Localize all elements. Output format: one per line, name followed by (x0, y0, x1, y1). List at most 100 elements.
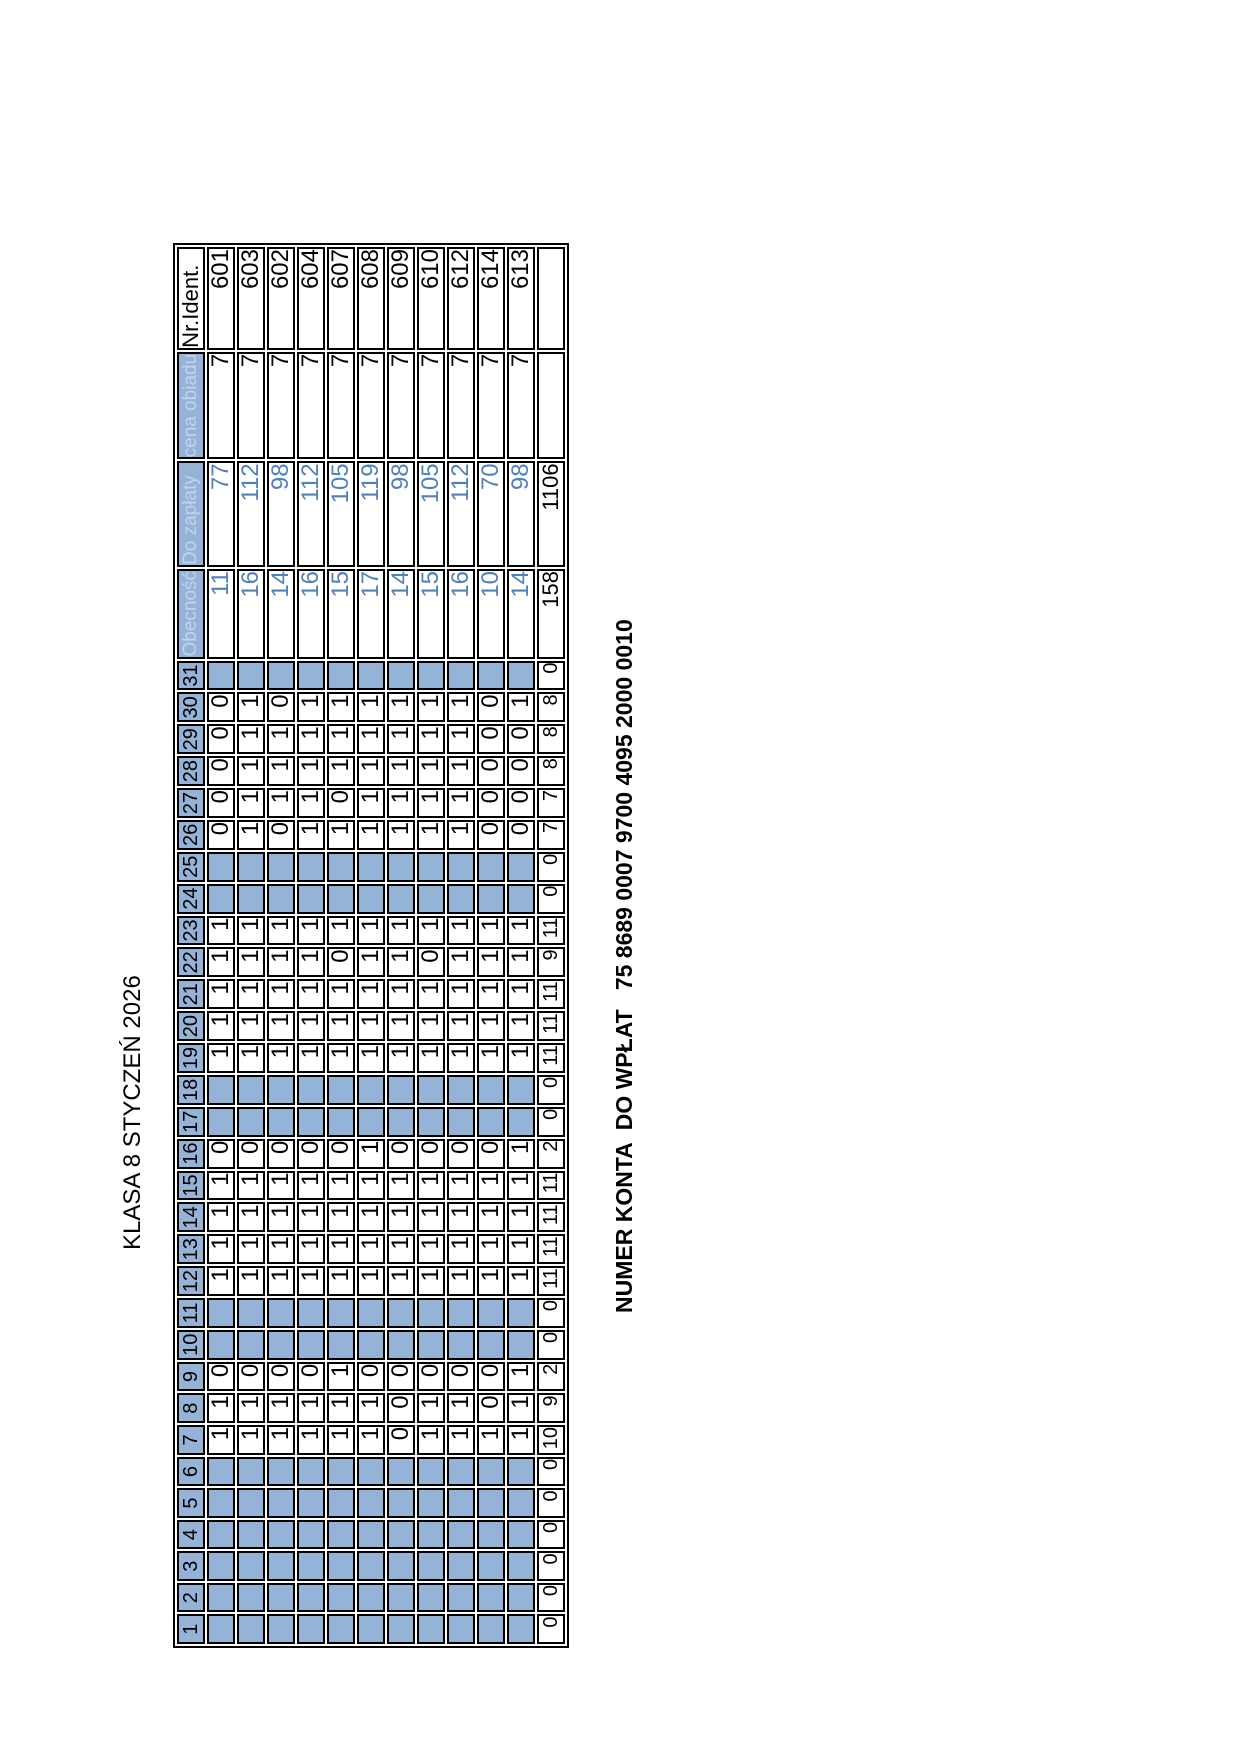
attendance-cell-day19: 1 (267, 1043, 295, 1073)
closed-day-cell (387, 660, 415, 691)
attendance-cell-day7: 1 (327, 1424, 355, 1455)
attendance-cell-day20: 1 (447, 1011, 475, 1042)
do-zaplaty-value: 105 (327, 461, 355, 567)
closed-day-cell (237, 1074, 265, 1105)
closed-day-cell (357, 1298, 385, 1328)
attendance-cell-day27: 0 (507, 788, 535, 818)
day-total-22: 9 (537, 947, 565, 978)
attendance-cell-day21: 1 (237, 979, 265, 1010)
do-zaplaty-value: 119 (357, 461, 385, 567)
closed-day-cell (387, 1298, 415, 1328)
attendance-cell-day23: 1 (387, 915, 415, 946)
closed-day-cell (357, 851, 385, 882)
attendance-cell-day8: 1 (417, 1393, 445, 1423)
closed-day-cell (267, 851, 295, 882)
attendance-cell-day19: 1 (357, 1043, 385, 1073)
day-header-27: 27 (177, 788, 205, 818)
closed-day-cell (207, 1456, 235, 1487)
closed-day-cell (387, 883, 415, 914)
attendance-cell-day23: 1 (297, 915, 325, 946)
closed-day-cell (447, 1074, 475, 1105)
day-header-1: 1 (177, 1614, 205, 1644)
closed-day-cell (297, 1519, 325, 1550)
cena-obiadu-value: 7 (267, 351, 295, 460)
attendance-cell-day27: 0 (327, 788, 355, 818)
closed-day-cell (267, 1614, 295, 1644)
closed-day-cell (207, 851, 235, 882)
closed-day-cell (357, 1488, 385, 1518)
attendance-cell-day13: 1 (297, 1234, 325, 1265)
attendance-cell-day8: 1 (297, 1393, 325, 1423)
closed-day-cell (387, 1488, 415, 1518)
closed-day-cell (327, 1614, 355, 1644)
closed-day-cell (327, 1456, 355, 1487)
attendance-cell-day28: 1 (447, 756, 475, 787)
attendance-cell-day7: 1 (297, 1424, 325, 1455)
attendance-cell-day30: 1 (357, 692, 385, 723)
attendance-cell-day26: 0 (477, 819, 505, 850)
student-row-608: 1 1 0 1 1 1 1 1 1 1 1 1 1 1 1 1 1 1 17 119 7 608 (357, 247, 385, 1644)
attendance-cell-day7: 1 (267, 1424, 295, 1455)
attendance-cell-day15: 1 (357, 1170, 385, 1201)
closed-day-cell (237, 660, 265, 691)
day-header-11: 11 (177, 1298, 205, 1328)
nr-ident-value: 610 (417, 247, 445, 350)
closed-day-cell (507, 660, 535, 691)
day-total-9: 2 (537, 1361, 565, 1392)
attendance-cell-day9: 1 (507, 1361, 535, 1392)
closed-day-cell (237, 1519, 265, 1550)
attendance-cell-day16: 0 (387, 1138, 415, 1169)
totals-row: 0 0 0 0 0 0 10 9 2 0 0 11 11 11 11 2 0 0 11 11 11 9 11 0 0 7 7 8 8 8 0… (537, 247, 565, 1644)
attendance-cell-day22: 0 (417, 947, 445, 978)
closed-day-cell (447, 851, 475, 882)
nr-ident-value: 603 (237, 247, 265, 350)
attendance-cell-day16: 0 (327, 1138, 355, 1169)
day-header-3: 3 (177, 1551, 205, 1581)
day-header-20: 20 (177, 1011, 205, 1042)
attendance-cell-day16: 0 (297, 1138, 325, 1169)
closed-day-cell (507, 1298, 535, 1328)
closed-day-cell (447, 1106, 475, 1137)
closed-day-cell (297, 1456, 325, 1487)
closed-day-cell (327, 851, 355, 882)
attendance-cell-day29: 0 (507, 724, 535, 755)
closed-day-cell (207, 660, 235, 691)
attendance-cell-day7: 1 (237, 1424, 265, 1455)
closed-day-cell (447, 660, 475, 691)
closed-day-cell (417, 883, 445, 914)
closed-day-cell (447, 1456, 475, 1487)
attendance-cell-day23: 1 (507, 915, 535, 946)
closed-day-cell (477, 1488, 505, 1518)
student-row-603: 1 1 0 1 1 1 1 0 1 1 1 1 1 1 1 1 1 1 16 112 7 603 (237, 247, 265, 1644)
closed-day-cell (207, 1329, 235, 1360)
attendance-cell-day30: 1 (417, 692, 445, 723)
attendance-cell-day26: 0 (267, 819, 295, 850)
attendance-cell-day30: 1 (507, 692, 535, 723)
day-header-4: 4 (177, 1519, 205, 1550)
do-zaplaty-value: 98 (267, 461, 295, 567)
attendance-cell-day30: 0 (267, 692, 295, 723)
attendance-cell-day14: 1 (237, 1202, 265, 1233)
attendance-cell-day28: 1 (357, 756, 385, 787)
day-header-18: 18 (177, 1074, 205, 1105)
do-zaplaty-value: 77 (207, 461, 235, 567)
day-header-13: 13 (177, 1234, 205, 1265)
day-header-8: 8 (177, 1393, 205, 1423)
attendance-cell-day26: 1 (387, 819, 415, 850)
closed-day-cell (477, 1456, 505, 1487)
day-total-5: 0 (537, 1488, 565, 1518)
closed-day-cell (237, 1551, 265, 1581)
rotated-sheet: KLASA 8 STYCZEŃ 2026 1 2 3 4 5 6 7 8 9 10 11 12 13 14… (119, 243, 637, 1648)
closed-day-cell (447, 1298, 475, 1328)
closed-day-cell (447, 1614, 475, 1644)
closed-day-cell (267, 1074, 295, 1105)
nr-ident-header: Nr.Ident. (177, 247, 205, 350)
attendance-cell-day12: 1 (477, 1266, 505, 1297)
day-header-30: 30 (177, 692, 205, 723)
do-zaplaty-header: Do zapłaty (177, 461, 205, 567)
attendance-cell-day15: 1 (207, 1170, 235, 1201)
closed-day-cell (387, 1519, 415, 1550)
attendance-cell-day9: 0 (477, 1361, 505, 1392)
attendance-cell-day14: 1 (387, 1202, 415, 1233)
attendance-cell-day27: 0 (477, 788, 505, 818)
